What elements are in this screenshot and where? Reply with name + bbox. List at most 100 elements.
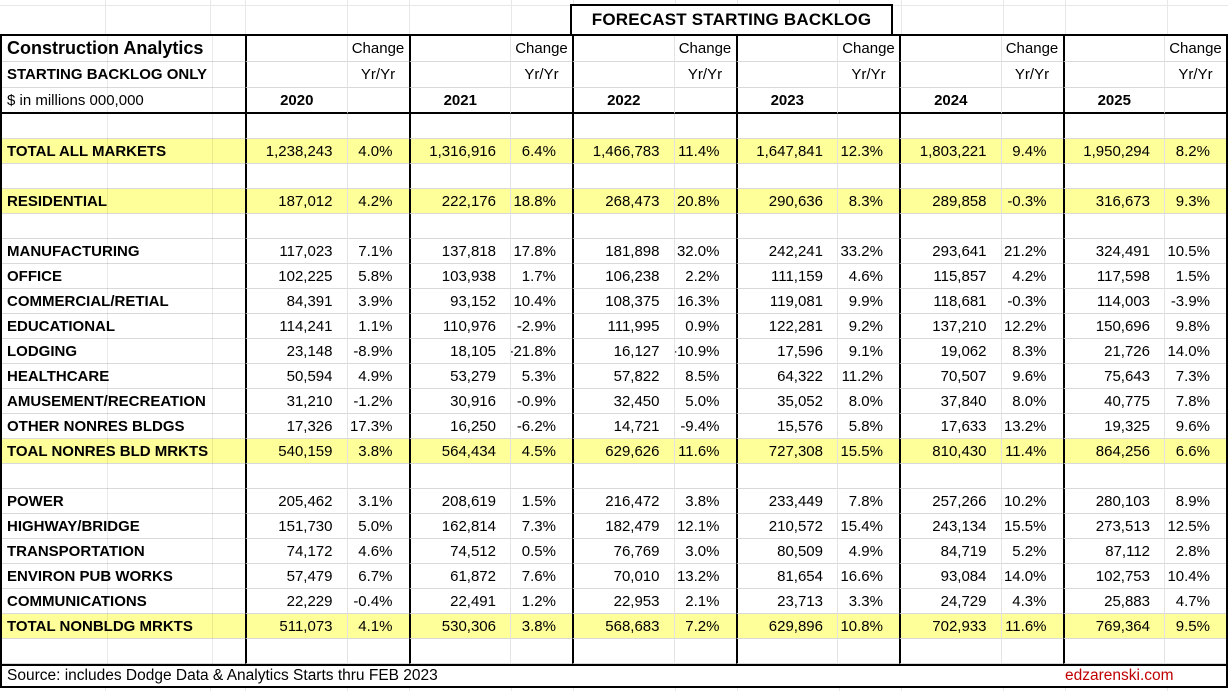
spacer-cell	[346, 164, 409, 189]
value-cell: 108,375	[572, 289, 674, 314]
spacer-cell	[510, 164, 572, 189]
spacer-cell	[1164, 214, 1226, 239]
spacer-cell	[735, 639, 837, 664]
header-spacer-cell	[408, 36, 510, 62]
header-spacer-cell	[673, 88, 736, 114]
change-cell: 15.5%	[837, 439, 899, 464]
yryr-header: Yr/Yr	[1164, 62, 1226, 88]
gridline	[210, 688, 211, 691]
value-cell: 122,281	[735, 314, 837, 339]
value-cell: 25,883	[1062, 589, 1164, 614]
value-cell: 102,753	[1062, 564, 1164, 589]
spacer-cell	[673, 464, 736, 489]
spacer-cell	[408, 164, 510, 189]
change-cell: 9.2%	[837, 314, 899, 339]
spacer-cell	[572, 114, 674, 139]
value-cell: 289,858	[899, 189, 1001, 214]
row-label: COMMUNICATIONS	[2, 589, 245, 614]
row-label: HEALTHCARE	[2, 364, 245, 389]
change-cell: 10.2%	[1000, 489, 1063, 514]
change-cell: 7.8%	[837, 489, 899, 514]
change-cell: 10.5%	[1164, 239, 1226, 264]
change-cell: -1.2%	[346, 389, 409, 414]
value-cell: 70,010	[572, 564, 674, 589]
spacer-cell	[735, 114, 837, 139]
footer-bar: Source: includes Dodge Data & Analytics …	[0, 664, 1228, 688]
change-header: Change	[673, 36, 736, 62]
change-cell: 1.7%	[510, 264, 572, 289]
value-cell: 117,598	[1062, 264, 1164, 289]
value-cell: 268,473	[572, 189, 674, 214]
header-spacer-cell	[245, 62, 347, 88]
row-label: POWER	[2, 489, 245, 514]
gridline	[839, 688, 840, 691]
header-spacer-cell	[1062, 62, 1164, 88]
row-label: TOAL NONRES BLD MRKTS	[2, 439, 245, 464]
gridline	[901, 0, 902, 34]
header-spacer-cell	[572, 36, 674, 62]
spacer-cell	[1164, 639, 1226, 664]
spacer-cell	[346, 114, 409, 139]
website-link[interactable]: edzarenski.com	[1065, 667, 1174, 684]
value-cell: 1,466,783	[572, 139, 674, 164]
change-cell: 11.4%	[1000, 439, 1063, 464]
change-cell: 4.2%	[346, 189, 409, 214]
spacer-cell	[899, 214, 1001, 239]
value-cell: 702,933	[899, 614, 1001, 639]
spacer-cell	[408, 639, 510, 664]
change-cell: 13.2%	[673, 564, 736, 589]
change-cell: -3.9%	[1164, 289, 1226, 314]
year-header: 2021	[408, 88, 510, 114]
value-cell: 32,450	[572, 389, 674, 414]
row-label: RESIDENTIAL	[2, 189, 245, 214]
row-label: MANUFACTURING	[2, 239, 245, 264]
spacer-cell	[837, 464, 899, 489]
spacer-cell	[245, 639, 347, 664]
change-cell: 9.3%	[1164, 189, 1226, 214]
spacer-cell	[899, 114, 1001, 139]
header-spacer-cell	[735, 36, 837, 62]
value-cell: 769,364	[1062, 614, 1164, 639]
change-cell: 16.3%	[673, 289, 736, 314]
change-cell: 33.2%	[837, 239, 899, 264]
change-header: Change	[837, 36, 899, 62]
row-label: COMMERCIAL/RETIAL	[2, 289, 245, 314]
value-cell: 75,643	[1062, 364, 1164, 389]
value-cell: 222,176	[408, 189, 510, 214]
change-cell: 14.0%	[1000, 564, 1063, 589]
change-header: Change	[1000, 36, 1063, 62]
value-cell: 216,472	[572, 489, 674, 514]
value-cell: 87,112	[1062, 539, 1164, 564]
spacer-cell	[510, 214, 572, 239]
value-cell: 243,134	[899, 514, 1001, 539]
change-cell: -9.4%	[673, 414, 736, 439]
gridline	[347, 688, 348, 691]
change-cell: 8.0%	[837, 389, 899, 414]
change-cell: 32.0%	[673, 239, 736, 264]
change-cell: 12.1%	[673, 514, 736, 539]
spacer-cell	[408, 214, 510, 239]
year-header: 2023	[735, 88, 837, 114]
spacer-cell	[245, 464, 347, 489]
value-cell: 111,995	[572, 314, 674, 339]
value-cell: 629,896	[735, 614, 837, 639]
spacer-cell	[735, 464, 837, 489]
value-cell: 205,462	[245, 489, 347, 514]
year-header: 2024	[899, 88, 1001, 114]
change-cell: 4.7%	[1164, 589, 1226, 614]
spacer-cell	[408, 114, 510, 139]
value-cell: 115,857	[899, 264, 1001, 289]
value-cell: 293,641	[899, 239, 1001, 264]
spacer-cell	[837, 164, 899, 189]
change-cell: 7.3%	[510, 514, 572, 539]
spacer-cell	[2, 114, 245, 139]
header-spacer-cell	[899, 62, 1001, 88]
value-cell: 290,636	[735, 189, 837, 214]
value-cell: 16,250	[408, 414, 510, 439]
yryr-header: Yr/Yr	[346, 62, 409, 88]
source-note: Source: includes Dodge Data & Analytics …	[7, 667, 438, 684]
change-cell: 9.4%	[1000, 139, 1063, 164]
change-cell: 9.8%	[1164, 314, 1226, 339]
forecast-table: Construction Analytics Change Change Change…	[0, 34, 1228, 664]
change-cell: 11.6%	[673, 439, 736, 464]
